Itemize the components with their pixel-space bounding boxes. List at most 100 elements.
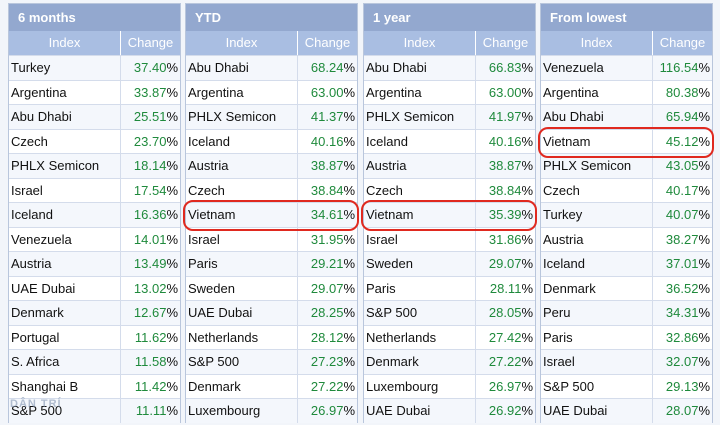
table-row: Peru 34.31%	[541, 300, 712, 325]
percent-sign: %	[343, 231, 355, 247]
change-value: 13.49%	[121, 252, 180, 276]
table-row: UAE Dubai 28.25%	[186, 300, 357, 325]
table-row: Abu Dhabi 68.24%	[186, 55, 357, 80]
percent-sign: %	[166, 280, 178, 296]
change-number: 43.05	[665, 158, 699, 173]
change-number: 63.00	[488, 84, 522, 100]
change-value: 17.54%	[121, 179, 180, 203]
percent-sign: %	[521, 207, 533, 222]
table-row: Paris 29.21%	[186, 251, 357, 276]
change-value: 40.16%	[476, 130, 535, 154]
change-value: 32.86%	[653, 326, 712, 350]
change-number: 34.61	[310, 207, 344, 222]
change-value: 29.07%	[298, 277, 357, 301]
index-name: Abu Dhabi	[186, 56, 298, 80]
percent-sign: %	[698, 60, 710, 75]
percent-sign: %	[166, 182, 178, 198]
index-name: Iceland	[541, 252, 653, 276]
change-value: 43.05%	[653, 154, 712, 178]
table-row: Israel 17.54%	[9, 177, 180, 203]
table-row: Israel 31.95%	[186, 226, 357, 251]
change-number: 68.24	[310, 60, 344, 75]
index-name: Abu Dhabi	[9, 105, 121, 129]
panel-title: YTD	[186, 4, 357, 31]
change-value: 13.02%	[121, 277, 180, 301]
change-number: 23.70	[133, 133, 167, 149]
index-name: S. Africa	[9, 350, 121, 374]
index-name: S&P 500	[541, 374, 653, 398]
table-row: PHLX Semicon 18.14%	[9, 153, 180, 178]
index-name: Shanghai B	[9, 374, 121, 398]
panel-title: From lowest	[541, 4, 712, 31]
table-row: Abu Dhabi 66.83%	[364, 55, 535, 80]
panel-title: 6 months	[9, 4, 180, 31]
index-name: Israel	[364, 227, 476, 251]
percent-sign: %	[166, 403, 178, 418]
header-index: Index	[541, 31, 653, 55]
change-number: 29.07	[310, 280, 344, 296]
index-name: Turkey	[9, 56, 121, 80]
change-number: 27.22	[310, 378, 344, 394]
change-number: 40.17	[665, 182, 699, 198]
table-row: Venezuela 116.54%	[541, 55, 712, 80]
index-name: UAE Dubai	[541, 399, 653, 423]
percent-sign: %	[698, 354, 710, 369]
table-row: Austria 38.27%	[541, 226, 712, 251]
header-row: Index Change	[186, 31, 357, 55]
table-row: S&P 500 11.11%	[9, 398, 180, 423]
change-value: 38.87%	[298, 154, 357, 178]
table-row: Paris 32.86%	[541, 324, 712, 350]
percent-sign: %	[521, 354, 533, 369]
change-value: 34.61%	[298, 203, 357, 227]
table-row: PHLX Semicon 41.97%	[364, 104, 535, 129]
change-number: 36.52	[665, 280, 699, 296]
percent-sign: %	[521, 182, 533, 198]
percent-sign: %	[343, 133, 355, 149]
panel-2: 1 year Index Change Abu Dhabi 66.83% Argentin…	[363, 3, 536, 423]
table-row: Vietnam 45.12%	[541, 128, 712, 153]
table-row: Luxembourg 26.97%	[186, 398, 357, 423]
index-name: Paris	[541, 325, 653, 349]
index-name: Venezuela	[541, 56, 653, 80]
header-row: Index Change	[9, 31, 180, 55]
percent-sign: %	[521, 403, 533, 418]
table-row: S&P 500 28.05%	[364, 300, 535, 325]
percent-sign: %	[166, 133, 178, 149]
table-row: Abu Dhabi 65.94%	[541, 104, 712, 129]
watermark: DÂN TRÍ	[10, 398, 62, 410]
index-name: Austria	[186, 154, 298, 178]
table-row: Vietnam 34.61%	[186, 202, 357, 227]
change-value: 11.58%	[121, 350, 180, 374]
table-row: Luxembourg 26.97%	[364, 373, 535, 398]
percent-sign: %	[166, 84, 178, 100]
change-number: 26.92	[488, 403, 522, 418]
percent-sign: %	[166, 207, 178, 222]
change-value: 14.01%	[121, 228, 180, 252]
table-row: Czech 40.17%	[541, 177, 712, 202]
index-name: Israel	[9, 178, 121, 202]
percent-sign: %	[698, 305, 710, 320]
index-name: Netherlands	[186, 325, 298, 349]
table-row: Austria 13.49%	[9, 251, 180, 276]
change-value: 33.87%	[121, 81, 180, 105]
change-number: 13.49	[133, 256, 167, 271]
index-name: PHLX Semicon	[9, 154, 121, 178]
index-name: Denmark	[9, 301, 121, 325]
change-number: 28.05	[488, 305, 522, 320]
percent-sign: %	[343, 207, 355, 222]
percent-sign: %	[698, 84, 710, 100]
percent-sign: %	[521, 158, 533, 173]
index-name: Czech	[9, 129, 121, 153]
change-value: 23.70%	[121, 130, 180, 154]
index-name: S&P 500	[9, 399, 121, 423]
index-name: PHLX Semicon	[364, 105, 476, 129]
change-value: 18.14%	[121, 154, 180, 178]
index-name: Iceland	[364, 129, 476, 153]
change-value: 27.23%	[298, 350, 357, 374]
percent-sign: %	[343, 354, 355, 369]
table-row: Sweden 29.07%	[186, 275, 357, 301]
change-number: 14.01	[133, 231, 167, 247]
panel-3: From lowest Index Change Venezuela 116.54% Ar…	[540, 3, 713, 423]
percent-sign: %	[521, 256, 533, 271]
change-value: 66.83%	[476, 56, 535, 80]
